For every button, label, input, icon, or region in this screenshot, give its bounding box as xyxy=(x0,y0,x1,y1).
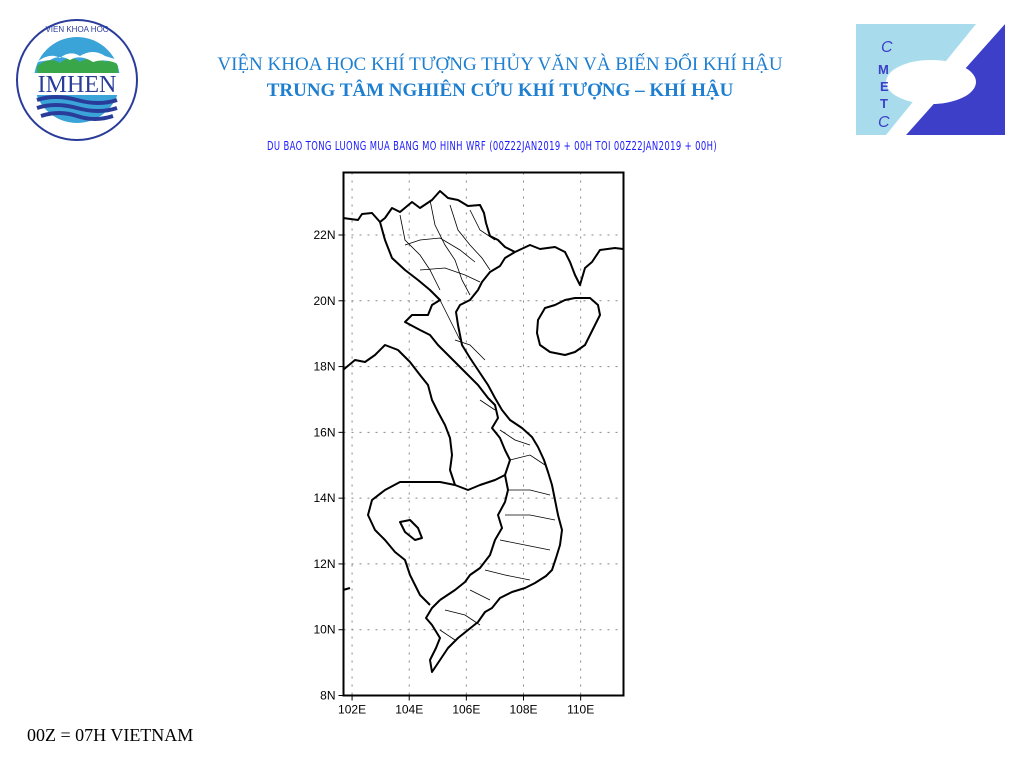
cambodia-border xyxy=(367,481,456,606)
svg-text:E: E xyxy=(880,79,889,94)
map-title: DU BAO TONG LUONG MUA BANG MO HINH WRF (… xyxy=(266,139,718,153)
svg-text:M: M xyxy=(878,62,889,77)
lon-label: 102E xyxy=(338,703,366,717)
svg-text:T: T xyxy=(880,96,888,111)
lon-label: 108E xyxy=(509,703,537,717)
china-vietnam-border-coast xyxy=(342,190,624,286)
timezone-note: 00Z = 07H VIETNAM xyxy=(27,725,194,745)
lat-label: 18N xyxy=(313,360,335,374)
svg-text:C: C xyxy=(878,114,890,131)
province-boundaries xyxy=(399,199,556,641)
svg-text:VIEN KHOA HOC: VIEN KHOA HOC xyxy=(45,25,108,34)
lat-label: 8N xyxy=(320,689,335,703)
svg-text:C: C xyxy=(881,39,893,56)
lat-label: 16N xyxy=(313,425,335,439)
lat-label: 22N xyxy=(313,228,335,242)
institute-title: VIỆN KHOA HỌC KHÍ TƯỢNG THỦY VĂN VÀ BIẾN… xyxy=(217,54,783,75)
laos-vietnam-border xyxy=(379,221,511,601)
lat-label: 20N xyxy=(313,294,335,308)
cmetc-logo: C M E T C xyxy=(856,24,1005,135)
lat-label: 14N xyxy=(313,491,335,505)
tonle-sap xyxy=(399,519,423,541)
laos-thailand-border xyxy=(342,344,506,491)
imhen-logo: IMHEN VIEN KHOA HOC xyxy=(16,19,138,141)
lat-label: 12N xyxy=(313,557,335,571)
lon-label: 104E xyxy=(395,703,423,717)
land-boundaries xyxy=(342,190,624,673)
vietnam-coast xyxy=(425,251,563,673)
map-grid xyxy=(338,172,624,701)
lon-label: 106E xyxy=(452,703,480,717)
svg-text:IMHEN: IMHEN xyxy=(38,72,117,98)
hainan-island xyxy=(536,297,601,356)
map-frame xyxy=(342,171,625,697)
lat-label: 10N xyxy=(313,623,335,637)
lon-label: 110E xyxy=(567,703,594,717)
center-title: TRUNG TÂM NGHIÊN CỨU KHÍ TƯỢNG – KHÍ HẬU xyxy=(266,80,734,101)
